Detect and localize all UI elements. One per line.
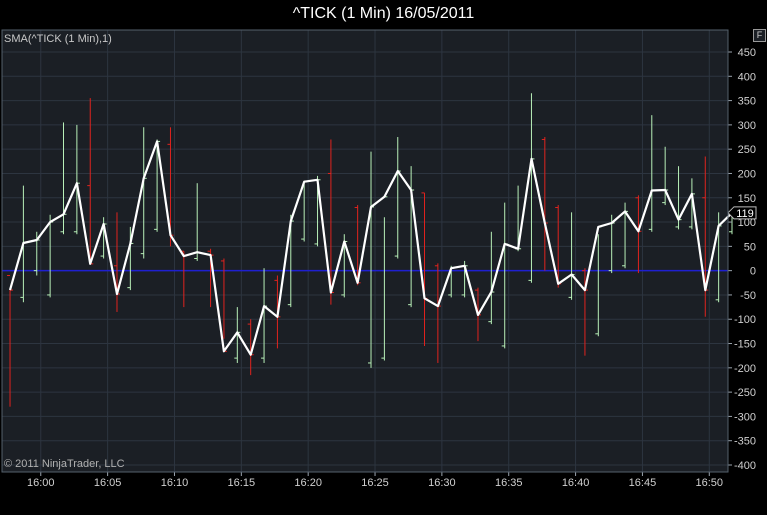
time-axis[interactable]: 16:00 16:05 16:10 16:15 16:20 16:25 16:30 16:35…: [27, 472, 723, 489]
x-tick-label: 16:30: [428, 477, 456, 489]
y-tick-label: -200: [734, 363, 756, 375]
plot-frame: [1, 29, 729, 473]
x-tick-label: 16:10: [161, 477, 189, 489]
y-tick-label: -50: [740, 290, 756, 302]
y-tick-label: -250: [734, 387, 756, 399]
sma-line-layer: [8, 140, 733, 356]
x-tick-label: 16:50: [696, 477, 724, 489]
y-tick-label: -100: [734, 314, 756, 326]
x-tick-label: 16:45: [629, 477, 657, 489]
chart-area[interactable]: 450 400 350 300 250 200 150 100 50 0 -50 -100 -150 -2…: [0, 28, 767, 515]
x-tick-label: 16:25: [361, 477, 389, 489]
x-tick-label: 16:05: [94, 477, 122, 489]
y-tick-label: 200: [738, 168, 756, 180]
x-tick-label: 16:20: [294, 477, 322, 489]
y-tick-label: 450: [738, 47, 756, 59]
x-tick-label: 16:00: [27, 477, 55, 489]
y-tick-label: 150: [738, 193, 756, 205]
x-tick-label: 16:35: [495, 477, 523, 489]
x-tick-label: 16:15: [228, 477, 256, 489]
y-tick-label: 100: [738, 217, 756, 229]
chart-title: ^TICK (1 Min) 16/05/2011: [292, 5, 475, 22]
y-tick-label: 250: [738, 144, 756, 156]
x-tick-label: 16:40: [562, 477, 590, 489]
y-tick-label: 300: [738, 120, 756, 132]
last-value-label: 119: [736, 208, 754, 220]
y-tick-label: 350: [738, 96, 756, 108]
sma-line: [8, 140, 733, 356]
y-tick-label: -150: [734, 339, 756, 351]
plot-background[interactable]: [2, 30, 728, 472]
y-tick-label: 400: [738, 71, 756, 83]
tick-chart[interactable]: 450 400 350 300 250 200 150 100 50 0 -50 -100 -150 -2…: [0, 28, 767, 515]
y-tick-label: 0: [750, 266, 756, 278]
price-axis[interactable]: 450 400 350 300 250 200 150 100 50 0 -50 -100 -150 -2…: [728, 47, 756, 472]
last-value-box: [727, 206, 757, 220]
y-tick-label: 50: [744, 241, 756, 253]
last-value-marker: 119: [727, 206, 757, 220]
indicator-label: SMA(^TICK (1 Min),1): [4, 33, 112, 45]
y-tick-label: -300: [734, 411, 756, 423]
f-button[interactable]: F: [753, 29, 766, 42]
copyright-text: © 2011 NinjaTrader, LLC: [4, 458, 125, 470]
y-tick-label: -400: [734, 460, 756, 472]
ohlc-bars: [7, 93, 736, 407]
grid-lines: [2, 30, 728, 472]
y-tick-label: -350: [734, 436, 756, 448]
